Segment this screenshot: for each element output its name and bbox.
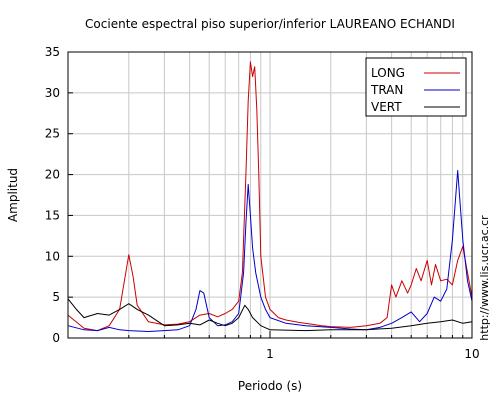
legend: LONG TRAN VERT (365, 57, 467, 117)
legend-label-long: LONG (371, 66, 405, 80)
legend-label-vert: VERT (371, 100, 402, 114)
y-tick-label: 5 (52, 290, 60, 304)
y-tick-label: 30 (45, 86, 60, 100)
x-tick-label: 10 (464, 347, 479, 361)
x-axis-label: Periodo (s) (238, 379, 302, 393)
legend-label-tran: TRAN (370, 83, 403, 97)
y-axis-label: Amplitud (6, 168, 20, 222)
chart-title: Cociente espectral piso superior/inferio… (85, 17, 455, 31)
series-layer (67, 61, 473, 332)
tick-layer: 0 5 10 15 20 25 30 35 1 10 (45, 45, 480, 361)
series-line-tran (67, 170, 473, 332)
y-tick-label: 10 (45, 249, 60, 263)
y-tick-label: 0 (52, 331, 60, 345)
y-tick-label: 15 (45, 208, 60, 222)
source-watermark: http://www.lis.ucr.ac.cr (478, 215, 491, 341)
y-tick-label: 20 (45, 168, 60, 182)
y-tick-label: 35 (45, 45, 60, 59)
series-line-vert (67, 298, 473, 332)
x-tick-label: 1 (266, 347, 274, 361)
grid (67, 51, 472, 339)
legend-box (365, 57, 467, 117)
series-line-long (67, 61, 473, 332)
y-tick-label: 25 (45, 127, 60, 141)
